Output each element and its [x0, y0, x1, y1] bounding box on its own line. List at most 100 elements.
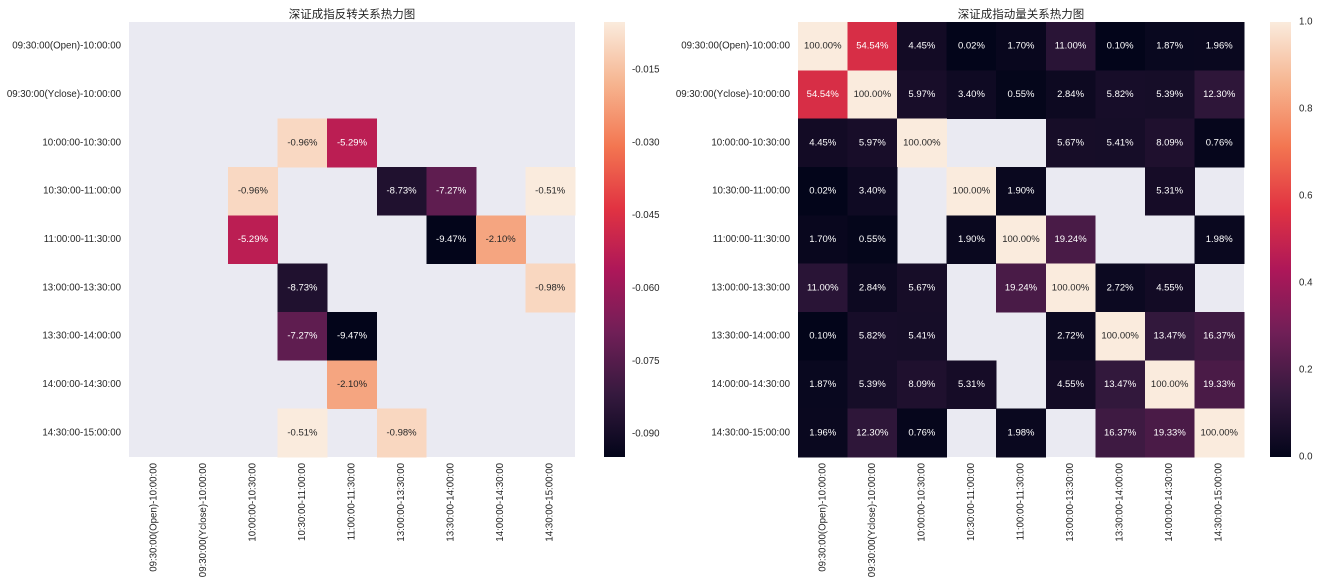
cell-annotation: 12.30% — [856, 427, 889, 438]
cell-annotation: 1.96% — [1206, 41, 1233, 52]
heatmap-cell — [426, 215, 477, 265]
cell-annotation: 100.00% — [854, 89, 892, 100]
heatmap-cell — [426, 167, 477, 216]
heatmap-cell — [1095, 22, 1146, 71]
heatmap-cell — [1194, 70, 1245, 120]
heatmap-cell — [847, 118, 898, 168]
column-label: 14:00:00-14:30:00 — [1164, 462, 1175, 541]
reversal-heatmap-panel: 深证成指反转关系热力图 -0.96% -5.29% -0.96% -8.73% -7.2… — [7, 7, 660, 577]
column-label: 14:30:00-15:00:00 — [1214, 462, 1225, 541]
cell-annotation: 2.72% — [1107, 282, 1134, 293]
heatmap-cell — [1194, 118, 1245, 168]
row-label: 10:30:00-11:00:00 — [43, 186, 122, 197]
cell-annotation: 13.47% — [1104, 379, 1137, 390]
cell-annotation: -8.73% — [287, 282, 318, 293]
cell-annotation: 5.82% — [859, 331, 886, 342]
row-label: 11:00:00-11:30:00 — [44, 234, 122, 245]
heatmap-cell — [996, 70, 1047, 120]
cell-annotation: 100.00% — [903, 137, 941, 148]
cell-annotation: -0.51% — [287, 427, 318, 438]
cell-annotation: 1.96% — [809, 427, 836, 438]
cell-annotation: -0.96% — [238, 186, 269, 197]
heatmap-cell — [1045, 263, 1096, 313]
heatmap-cell — [1144, 70, 1195, 120]
cell-annotation: 0.55% — [859, 234, 886, 245]
row-label: 11:00:00-11:30:00 — [713, 234, 791, 245]
column-label: 10:00:00-10:30:00 — [247, 462, 258, 541]
cell-annotation: 11.00% — [807, 282, 839, 293]
cell-annotation: 16.37% — [1104, 427, 1137, 438]
heatmap-cell — [277, 312, 328, 361]
cell-annotation: 2.84% — [1057, 89, 1084, 100]
heatmap-cell — [847, 22, 898, 71]
cell-annotation: 12.30% — [1203, 89, 1236, 100]
colorbar-tick-label: 1.0 — [1299, 17, 1313, 28]
cell-annotation: 16.37% — [1203, 331, 1236, 342]
heatmap-cell — [475, 215, 526, 265]
cell-annotation: 13.47% — [1154, 331, 1187, 342]
cell-annotation: 8.09% — [1156, 137, 1183, 148]
cell-annotation: 2.72% — [1057, 331, 1084, 342]
cell-annotation: 0.76% — [908, 427, 935, 438]
cell-annotation: 5.41% — [908, 331, 935, 342]
heatmap-cell — [1194, 215, 1245, 265]
cell-annotation: 100.00% — [1101, 331, 1139, 342]
heatmap-cell — [897, 70, 948, 120]
heatmap-cell — [996, 408, 1047, 458]
cell-annotation: 5.67% — [908, 282, 935, 293]
row-label: 14:00:00-14:30:00 — [42, 379, 121, 390]
cell-annotation: -2.10% — [486, 234, 517, 245]
heatmap-annotations: 100.00% 54.54% 4.45% 0.02% 1.70% 11.00% 0.10% 1… — [804, 41, 1238, 439]
row-label: 13:30:00-14:00:00 — [711, 331, 790, 342]
heatmap-cell — [897, 118, 948, 168]
cell-annotation: -5.29% — [238, 234, 269, 245]
heatmap-cell — [1045, 360, 1096, 410]
momentum-heatmap-panel: 深证成指动量关系热力图 100.00% 54.54% 4.45% 0.02% 1.70%… — [676, 7, 1313, 577]
heatmap-cell — [1045, 215, 1096, 265]
cell-annotation: 0.02% — [809, 186, 836, 197]
chart-title: 深证成指动量关系热力图 — [958, 7, 1085, 21]
row-label: 14:00:00-14:30:00 — [711, 379, 790, 390]
row-label: 13:00:00-13:30:00 — [711, 282, 790, 293]
heatmap-cell — [897, 312, 948, 361]
cell-annotation: 5.39% — [1156, 89, 1183, 100]
colorbar-tick-label: -0.060 — [632, 283, 660, 294]
heatmap-cell — [1144, 360, 1195, 410]
row-label: 09:30:00(Open)-10:00:00 — [12, 41, 121, 52]
row-label: 14:30:00-15:00:00 — [42, 427, 121, 438]
row-label: 09:30:00(Yclose)-10:00:00 — [676, 89, 791, 100]
column-label: 10:00:00-10:30:00 — [916, 462, 927, 541]
chart-title: 深证成指反转关系热力图 — [289, 7, 416, 21]
heatmap-cell — [897, 22, 948, 71]
cell-annotation: -2.10% — [337, 379, 368, 390]
heatmap-cell — [897, 360, 948, 410]
cell-annotation: -9.47% — [337, 331, 368, 342]
heatmap-cell — [897, 408, 948, 458]
cell-annotation: -7.27% — [436, 186, 467, 197]
heatmap-cell — [946, 360, 997, 410]
row-label: 09:30:00(Open)-10:00:00 — [681, 41, 790, 52]
heatmap-cell — [1045, 118, 1096, 168]
cell-annotation: -0.51% — [535, 186, 566, 197]
heatmap-cell — [847, 408, 898, 458]
heatmap-cell — [277, 118, 328, 168]
heatmap-cell — [1144, 22, 1195, 71]
heatmap-cell — [525, 263, 576, 313]
cell-annotation: 0.10% — [809, 331, 836, 342]
colorbar-tick-label: -0.045 — [632, 210, 659, 221]
cell-annotation: 4.45% — [908, 41, 935, 52]
colorbar-tick-label: 0.2 — [1299, 365, 1312, 376]
cell-annotation: 100.00% — [1052, 282, 1090, 293]
heatmap-cell — [1045, 22, 1096, 71]
heatmap-cell — [376, 408, 427, 458]
heatmap-cell — [1144, 408, 1195, 458]
heatmap-cell — [798, 167, 848, 216]
row-label: 10:30:00-11:00:00 — [712, 186, 791, 197]
heatmap-cell — [1144, 118, 1195, 168]
heatmap-cell — [847, 263, 898, 313]
colorbar-tick-label: -0.030 — [632, 137, 660, 148]
cell-annotation: 1.98% — [1008, 427, 1035, 438]
cell-annotation: 11.00% — [1055, 41, 1087, 52]
heatmap-cell — [798, 360, 848, 410]
